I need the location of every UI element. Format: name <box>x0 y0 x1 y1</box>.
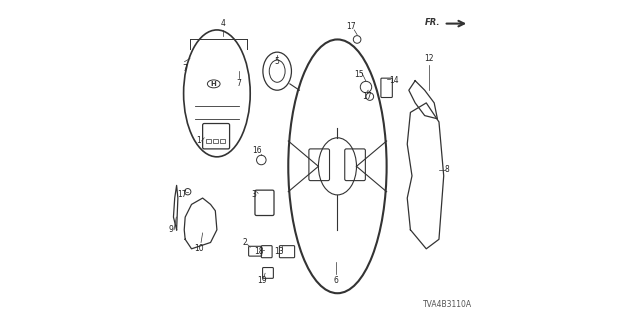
Text: 3: 3 <box>252 190 257 199</box>
Text: 7: 7 <box>237 79 241 88</box>
Text: 10: 10 <box>194 244 204 253</box>
Text: 13: 13 <box>275 247 284 257</box>
Text: 19: 19 <box>257 276 267 285</box>
Text: 18: 18 <box>254 247 264 257</box>
Bar <box>206 139 211 142</box>
Text: H: H <box>211 81 216 87</box>
Text: 17: 17 <box>362 92 372 101</box>
Text: 12: 12 <box>425 54 434 63</box>
Text: 17: 17 <box>177 190 187 199</box>
Text: 4: 4 <box>221 19 226 28</box>
Text: 1: 1 <box>196 136 201 146</box>
Bar <box>212 139 218 142</box>
Text: 5: 5 <box>274 57 279 66</box>
Text: 6: 6 <box>333 276 339 285</box>
Text: TVA4B3110A: TVA4B3110A <box>423 300 472 309</box>
Text: FR.: FR. <box>425 18 440 27</box>
Text: 17: 17 <box>346 22 356 31</box>
Text: 15: 15 <box>355 70 364 79</box>
Text: 14: 14 <box>389 76 399 85</box>
Bar <box>220 139 225 142</box>
Text: 8: 8 <box>445 165 449 174</box>
Text: 16: 16 <box>253 146 262 155</box>
Text: 9: 9 <box>168 225 173 234</box>
Text: 7: 7 <box>182 63 187 73</box>
Text: 2: 2 <box>243 238 247 247</box>
